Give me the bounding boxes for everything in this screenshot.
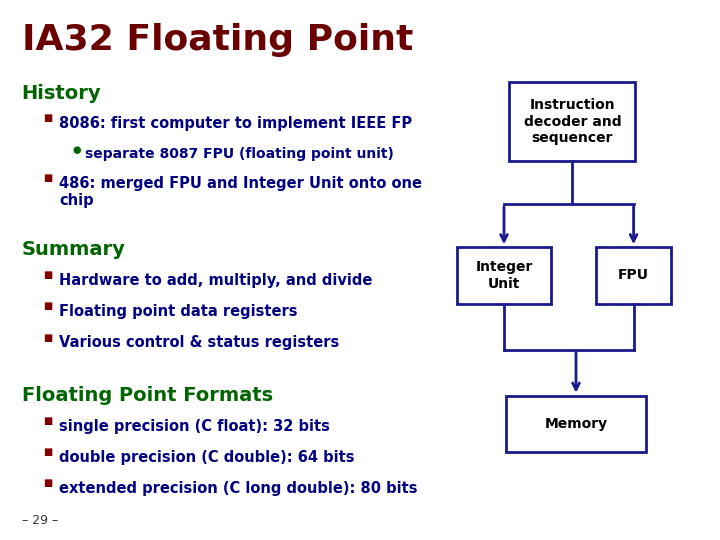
Text: Floating Point Formats: Floating Point Formats (22, 386, 273, 405)
Bar (457, 247, 551, 303)
Bar (596, 247, 671, 303)
Text: 486: merged FPU and Integer Unit onto one
chip: 486: merged FPU and Integer Unit onto on… (59, 176, 422, 208)
Bar (505, 395, 647, 453)
Text: ■: ■ (43, 416, 53, 426)
Text: – 29 –: – 29 – (22, 514, 58, 526)
Text: FPU: FPU (618, 268, 649, 282)
Text: ■: ■ (43, 301, 53, 312)
Text: History: History (22, 84, 102, 103)
Text: 8086: first computer to implement IEEE FP: 8086: first computer to implement IEEE F… (59, 116, 412, 131)
Text: Integer
Unit: Integer Unit (475, 260, 533, 291)
Text: Summary: Summary (22, 240, 125, 259)
Text: Floating point data registers: Floating point data registers (59, 304, 297, 319)
Text: extended precision (C long double): 80 bits: extended precision (C long double): 80 b… (59, 481, 418, 496)
Bar (510, 82, 636, 160)
Text: IA32 Floating Point: IA32 Floating Point (22, 23, 413, 57)
Text: ■: ■ (43, 173, 53, 183)
Text: Instruction
decoder and
sequencer: Instruction decoder and sequencer (523, 98, 621, 145)
Text: ●: ● (72, 145, 81, 155)
Text: ■: ■ (43, 113, 53, 124)
Text: Various control & status registers: Various control & status registers (59, 335, 339, 350)
Text: ■: ■ (43, 270, 53, 280)
Text: Memory: Memory (544, 417, 608, 431)
Text: ■: ■ (43, 478, 53, 489)
Text: separate 8087 FPU (floating point unit): separate 8087 FPU (floating point unit) (85, 147, 394, 161)
Text: ■: ■ (43, 333, 53, 343)
Text: single precision (C float): 32 bits: single precision (C float): 32 bits (59, 418, 330, 434)
Text: ■: ■ (43, 447, 53, 457)
Text: double precision (C double): 64 bits: double precision (C double): 64 bits (59, 450, 354, 465)
Text: Hardware to add, multiply, and divide: Hardware to add, multiply, and divide (59, 273, 372, 288)
